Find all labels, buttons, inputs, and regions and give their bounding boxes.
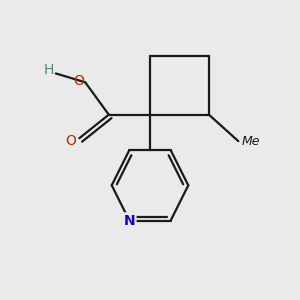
Text: Me: Me xyxy=(241,135,260,148)
Text: N: N xyxy=(124,214,135,228)
Text: O: O xyxy=(73,74,84,88)
Text: H: H xyxy=(44,64,54,77)
Text: O: O xyxy=(65,134,76,148)
